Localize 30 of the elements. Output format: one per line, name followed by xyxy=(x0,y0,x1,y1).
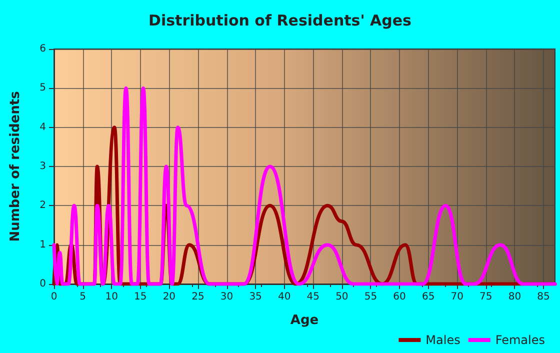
x-tick-label: 5 xyxy=(80,292,86,302)
x-tick-label: 55 xyxy=(364,292,378,302)
x-axis-title: Age xyxy=(290,313,319,328)
x-tick-label: 35 xyxy=(249,292,262,302)
x-tick-label: 65 xyxy=(422,292,435,302)
y-tick-label: 0 xyxy=(40,278,46,290)
y-tick-label: 6 xyxy=(40,44,46,54)
x-tick-label: 45 xyxy=(306,292,320,302)
x-tick-label: 20 xyxy=(162,292,176,302)
x-tick-label: 0 xyxy=(50,292,58,302)
y-tick-label: 4 xyxy=(40,122,46,133)
x-tick-label: 10 xyxy=(105,292,118,302)
x-tick-label: 75 xyxy=(480,292,492,302)
x-tick-label: 80 xyxy=(508,292,522,302)
x-tick-label: 25 xyxy=(192,292,204,302)
x-tick-label: 70 xyxy=(450,292,464,302)
y-tick-label: 3 xyxy=(40,161,46,172)
y-tick-label: 1 xyxy=(40,239,46,250)
legend-label: Females xyxy=(495,333,545,347)
x-tick-label: 15 xyxy=(134,292,147,302)
x-tick-label: 30 xyxy=(220,292,234,302)
x-tick-label: 60 xyxy=(393,292,406,302)
x-tick-label: 85 xyxy=(537,292,550,302)
chart-title: Distribution of Residents' Ages xyxy=(148,12,412,30)
y-tick-label: 2 xyxy=(40,200,46,212)
y-tick-label: 5 xyxy=(40,82,46,94)
y-axis-title: Number of residents xyxy=(8,90,23,242)
x-tick-label: 40 xyxy=(278,292,291,302)
legend-label: Males xyxy=(426,333,460,347)
x-tick-label: 50 xyxy=(336,292,348,302)
